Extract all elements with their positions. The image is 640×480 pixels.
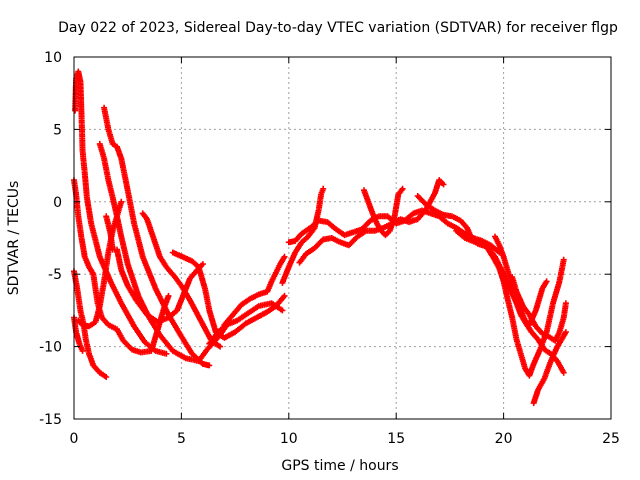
series-markers — [530, 329, 569, 407]
series-track-7 — [71, 177, 172, 356]
x-tick-label: 0 — [70, 431, 79, 447]
series-markers — [206, 300, 286, 347]
series-markers — [361, 185, 406, 239]
y-tick-label: -5 — [48, 267, 62, 283]
y-tick-labels: -15 -10 -5 0 5 10 — [39, 50, 62, 428]
series-track-13 — [279, 185, 327, 286]
x-tick-label: 15 — [387, 431, 405, 447]
y-tick-label: 0 — [53, 195, 62, 211]
series-markers — [296, 177, 447, 266]
x-axis-title: GPS time / hours — [281, 458, 398, 474]
series-track-12 — [206, 300, 286, 347]
series-markers — [72, 68, 170, 357]
data-series — [71, 68, 569, 407]
series-track-15 — [296, 177, 447, 266]
chart-title: Day 022 of 2023, Sidereal Day-to-day VTE… — [58, 20, 618, 36]
axis-ticks — [73, 56, 612, 420]
series-track-16 — [361, 185, 406, 239]
series-markers — [75, 198, 125, 330]
x-tick-labels: 0 5 10 15 20 25 — [70, 431, 620, 447]
x-tick-label: 10 — [280, 431, 298, 447]
x-tick-label: 25 — [602, 431, 620, 447]
y-tick-label: 10 — [44, 50, 62, 66]
y-tick-label: 5 — [53, 122, 62, 138]
x-tick-label: 20 — [495, 431, 513, 447]
y-axis-title: SDTVAR / TECUs — [6, 181, 22, 296]
series-markers — [509, 274, 569, 344]
x-tick-label: 5 — [177, 431, 186, 447]
plot-frame — [73, 56, 612, 420]
series-track-1 — [72, 68, 170, 357]
grid — [74, 57, 611, 419]
y-tick-label: -10 — [39, 340, 62, 356]
series-track-21 — [509, 274, 569, 344]
y-tick-label: -15 — [39, 412, 62, 428]
series-track-20 — [530, 329, 569, 407]
